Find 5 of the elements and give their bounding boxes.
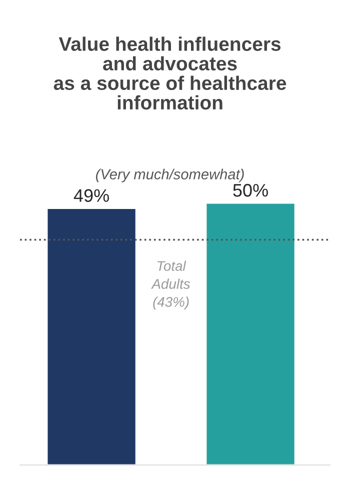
chart-title: Value health influencers and advocates as a source of healthcare information bbox=[54, 36, 286, 110]
chart-subtitle: (Very much/somewhat) bbox=[96, 168, 244, 182]
data-label: 50% bbox=[233, 184, 268, 197]
ref-line-label: Total Adults (43%) bbox=[151, 260, 190, 310]
data-label: 49% bbox=[74, 189, 109, 202]
